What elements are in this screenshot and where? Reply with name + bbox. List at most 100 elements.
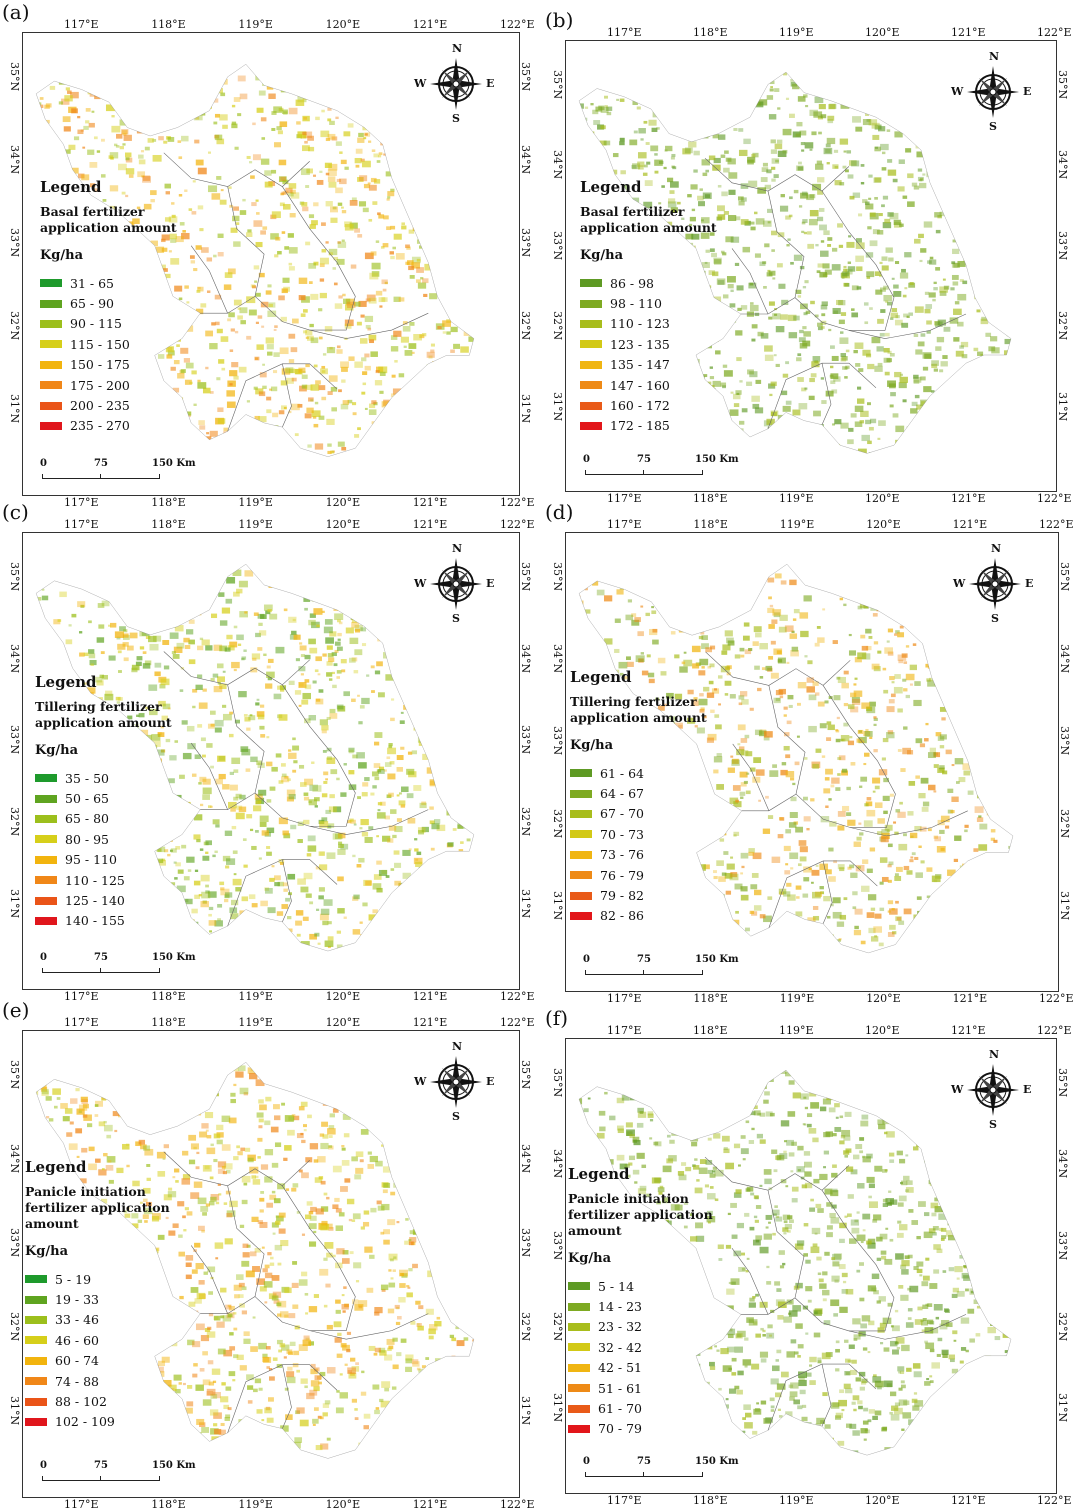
raster-cell (427, 364, 434, 369)
raster-cell (376, 240, 379, 243)
raster-cell (256, 293, 261, 297)
raster-cell (305, 185, 309, 188)
raster-cell (282, 278, 289, 283)
compass-e-label: E (486, 577, 494, 590)
legend-swatch (40, 422, 62, 430)
raster-cell (321, 222, 326, 226)
raster-cell (915, 395, 920, 398)
raster-cell (259, 726, 264, 730)
raster-cell (161, 945, 170, 951)
raster-cell (630, 942, 638, 948)
raster-cell (755, 407, 763, 413)
raster-cell (416, 267, 424, 273)
raster-cell (317, 180, 324, 185)
raster-cell (387, 957, 396, 963)
raster-cell (628, 599, 632, 602)
raster-cell (316, 85, 319, 87)
raster-cell (930, 931, 938, 937)
raster-cell (948, 667, 955, 672)
raster-cell (379, 305, 382, 307)
raster-cell (295, 690, 301, 695)
raster-cell (328, 658, 334, 662)
longitude-tick-label: 122°E (500, 991, 535, 1003)
raster-cell (110, 623, 116, 628)
raster-cell (944, 327, 951, 332)
raster-cell (573, 963, 580, 968)
raster-cell (873, 96, 880, 101)
raster-cell (177, 643, 185, 649)
raster-cell (966, 974, 974, 978)
raster-cell (867, 441, 872, 444)
raster-cell (341, 160, 347, 164)
raster-cell (840, 598, 843, 601)
raster-cell (955, 301, 960, 304)
raster-cell (32, 166, 35, 168)
raster-cell (616, 99, 619, 101)
raster-cell (392, 141, 399, 146)
raster-cell (772, 764, 777, 768)
raster-cell (287, 778, 291, 781)
raster-cell (913, 456, 917, 459)
raster-cell (479, 828, 483, 831)
raster-cell (395, 63, 402, 68)
raster-cell (206, 743, 212, 748)
raster-cell (643, 81, 649, 85)
raster-cell (356, 165, 360, 168)
raster-cell (916, 581, 924, 587)
raster-cell (341, 447, 346, 451)
raster-cell (471, 180, 479, 186)
raster-cell (820, 251, 829, 257)
raster-cell (821, 313, 825, 316)
longitude-tick-label: 122°E (1037, 27, 1072, 39)
raster-cell (793, 432, 796, 434)
raster-cell (413, 938, 420, 943)
raster-cell (434, 693, 442, 699)
raster-cell (870, 597, 877, 602)
raster-cell (218, 592, 224, 597)
raster-cell (176, 943, 179, 945)
raster-cell (441, 728, 448, 733)
raster-cell (74, 80, 82, 86)
raster-cell (1017, 919, 1020, 921)
raster-cell (438, 940, 442, 943)
raster-cell (425, 713, 428, 715)
raster-cell (260, 734, 265, 738)
latitude-tick-label: 31°N (519, 889, 531, 918)
raster-cell (213, 819, 220, 824)
legend-item: 35 - 50 (35, 768, 205, 788)
raster-cell (435, 130, 439, 133)
raster-cell (271, 767, 277, 772)
longitude-tick-label: 118°E (693, 493, 728, 505)
raster-cell (470, 921, 473, 923)
raster-cell (477, 161, 483, 165)
raster-cell (832, 248, 837, 252)
raster-cell (460, 841, 464, 844)
raster-cell (798, 74, 805, 79)
raster-cell (341, 367, 348, 372)
raster-cell (387, 756, 391, 759)
raster-cell (650, 145, 658, 151)
raster-cell (196, 96, 202, 101)
raster-cell (470, 877, 478, 883)
compass-e-label: E (486, 77, 494, 90)
raster-cell (600, 125, 605, 129)
raster-cell (365, 837, 373, 843)
raster-cell (68, 145, 75, 150)
raster-cell (576, 167, 579, 169)
raster-cell (218, 234, 224, 238)
raster-cell (111, 941, 120, 948)
raster-cell (740, 95, 747, 100)
raster-cell (261, 159, 269, 165)
raster-cell (231, 362, 238, 367)
raster-cell (249, 161, 252, 163)
raster-cell (288, 753, 296, 759)
raster-cell (297, 839, 302, 843)
legend-class-label: 90 - 115 (70, 316, 122, 331)
raster-cell (783, 374, 788, 378)
raster-cell (318, 673, 321, 675)
raster-cell (841, 561, 845, 564)
raster-cell (296, 100, 305, 106)
raster-cell (33, 613, 37, 616)
